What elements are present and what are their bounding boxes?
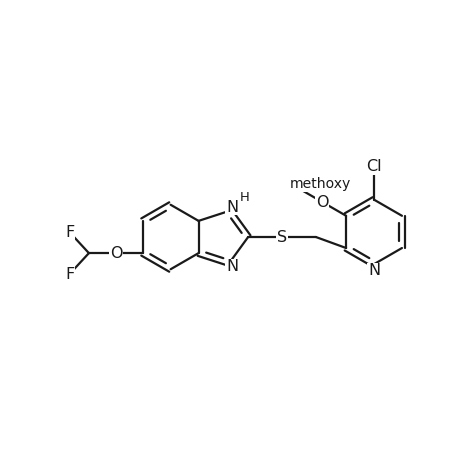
Text: F: F bbox=[65, 225, 74, 240]
Text: H: H bbox=[239, 191, 249, 204]
Text: S: S bbox=[277, 229, 287, 245]
Text: O: O bbox=[316, 195, 328, 210]
Text: N: N bbox=[368, 263, 380, 278]
Text: Cl: Cl bbox=[366, 159, 382, 174]
Text: methoxy: methoxy bbox=[290, 177, 351, 191]
Text: F: F bbox=[65, 266, 74, 282]
Text: N: N bbox=[226, 259, 238, 274]
Text: N: N bbox=[226, 200, 238, 215]
Text: O: O bbox=[110, 246, 123, 261]
